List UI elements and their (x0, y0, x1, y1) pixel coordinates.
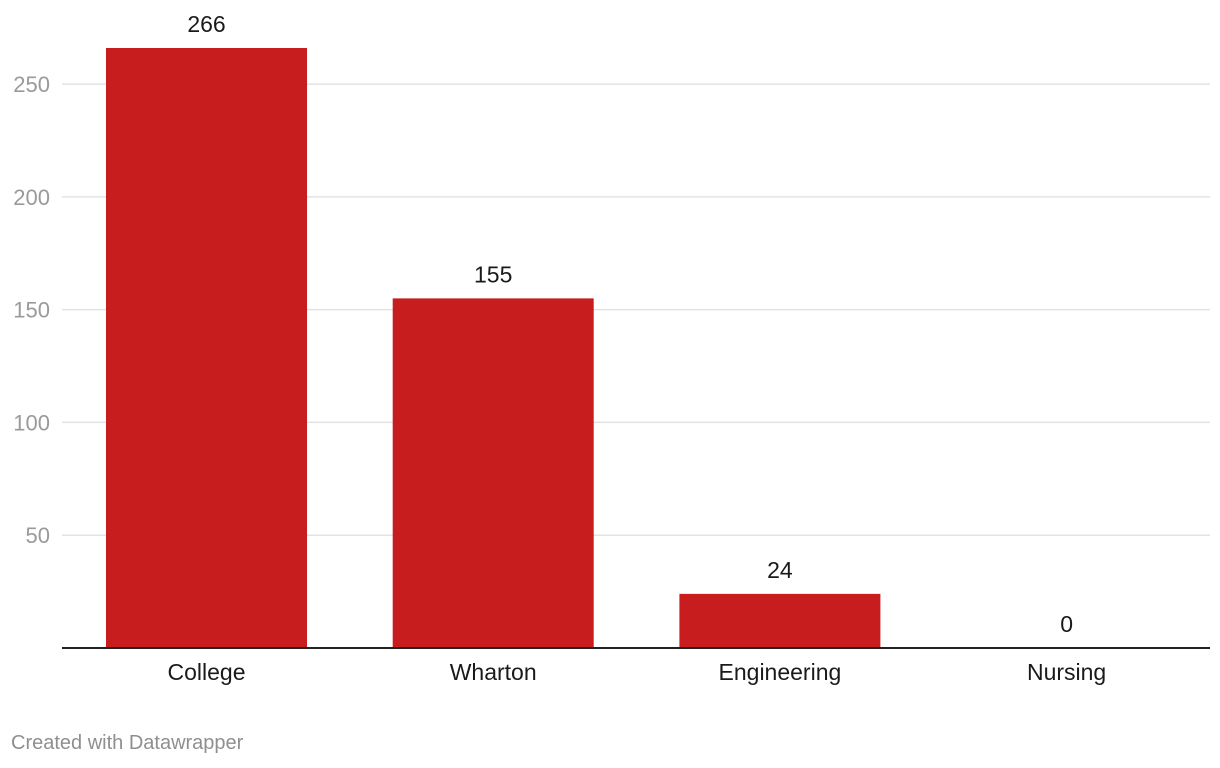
y-tick-label-200: 200 (13, 185, 50, 210)
bar-chart: 50 100 150 200 250 College Wharton Engineering… (13, 11, 1210, 685)
y-axis-tick-labels: 50 100 150 200 250 (13, 72, 50, 548)
data-label-college: 266 (187, 11, 225, 37)
bars (106, 48, 881, 648)
bar-college (106, 48, 307, 648)
y-tick-label-250: 250 (13, 72, 50, 97)
x-axis-category-labels: College Wharton Engineering Nursing (168, 659, 1107, 685)
data-labels: 266 155 24 0 (187, 11, 1073, 637)
data-label-engineering: 24 (767, 557, 793, 583)
y-tick-label-150: 150 (13, 298, 50, 323)
bar-engineering (679, 593, 881, 648)
data-label-nursing: 0 (1060, 611, 1073, 637)
y-tick-label-50: 50 (26, 523, 50, 548)
x-tick-label-nursing: Nursing (1027, 659, 1106, 685)
x-tick-label-wharton: Wharton (450, 659, 537, 685)
x-tick-label-engineering: Engineering (719, 659, 842, 685)
y-tick-label-100: 100 (13, 410, 50, 435)
bar-wharton (392, 298, 594, 648)
data-label-wharton: 155 (474, 261, 512, 287)
x-tick-label-college: College (168, 659, 246, 685)
datawrapper-credit: Created with Datawrapper (11, 732, 244, 754)
